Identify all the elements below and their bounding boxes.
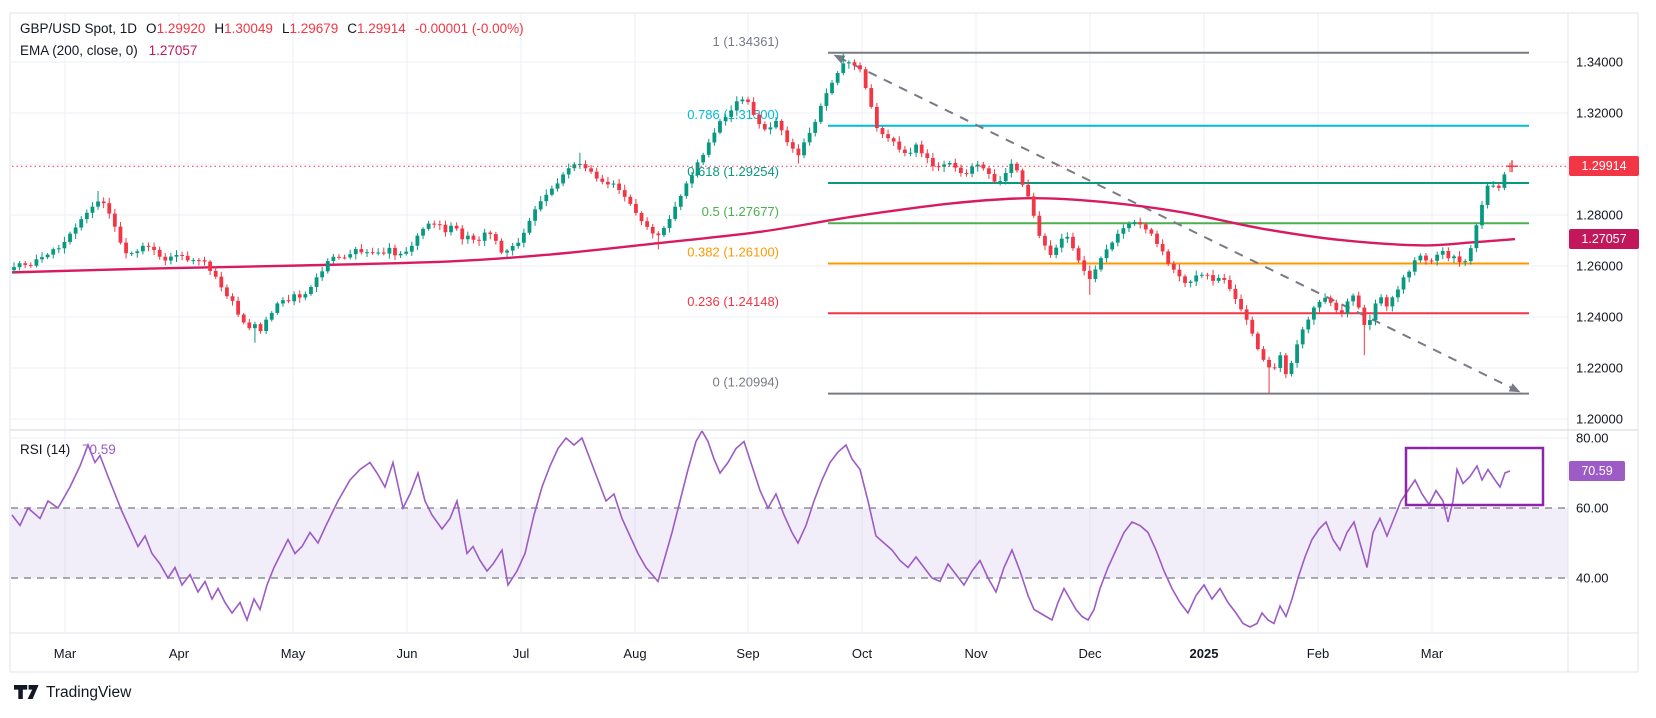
rsi-value-label: 70.59 — [1569, 460, 1625, 481]
ohlc-segment: C1.29914 — [347, 21, 406, 36]
ema-price-label: 1.27057 — [1569, 229, 1639, 250]
rsi-legend: RSI (14) 70.59 — [20, 442, 116, 457]
price-tick-1.34000: 1.34000 — [1576, 54, 1623, 70]
ema-legend-value: 1.27057 — [148, 43, 198, 58]
time-label-Mar: Mar — [53, 646, 77, 661]
symbol-legend: GBP/USD Spot, 1D O1.29920 H1.30049 L1.29679… — [20, 21, 524, 36]
ohlc-segment: H1.30049 — [214, 21, 273, 36]
trendline[interactable] — [837, 56, 1517, 391]
rsi-legend-title[interactable]: RSI (14) — [20, 442, 71, 457]
rsi-tick-60.00: 60.00 — [1576, 500, 1609, 516]
ohlc-segment: O1.29920 — [146, 21, 206, 36]
time-label-Aug: Aug — [623, 646, 647, 661]
fib-label-1: 1 (1.34361) — [713, 34, 780, 49]
candlestick-series[interactable] — [12, 53, 1512, 394]
price-tick-1.20000: 1.20000 — [1576, 411, 1623, 427]
rsi-tick-40.00: 40.00 — [1576, 570, 1609, 586]
time-label-2025: 2025 — [1189, 646, 1219, 661]
grid-lines — [11, 14, 1568, 633]
price-tick-1.28000: 1.28000 — [1576, 207, 1623, 223]
rsi-line[interactable] — [11, 429, 1511, 628]
time-label-Mar: Mar — [1420, 646, 1444, 661]
time-label-Jun: Jun — [396, 646, 418, 661]
fib-label-0: 0 (1.20994) — [713, 375, 780, 390]
time-label-May: May — [280, 646, 306, 661]
fib-label-0.618: 0.618 (1.29254) — [687, 164, 779, 179]
fib-label-0.5: 0.5 (1.27677) — [702, 204, 779, 219]
rsi-tick-80.00: 80.00 — [1576, 430, 1609, 446]
price-tick-1.26000: 1.26000 — [1576, 258, 1623, 274]
time-label-Jul: Jul — [512, 646, 530, 661]
tradingview-watermark[interactable]: TradingView — [14, 684, 131, 702]
price-tick-1.22000: 1.22000 — [1576, 360, 1623, 376]
trendline-arrowhead — [1508, 383, 1521, 393]
time-label-Dec: Dec — [1078, 646, 1102, 661]
ema-legend-title[interactable]: EMA (200, close, 0) — [20, 43, 138, 58]
last-price-label: 1.29914 — [1569, 156, 1639, 177]
rsi-legend-value: 70.59 — [82, 442, 116, 457]
ema-legend: EMA (200, close, 0) 1.27057 — [20, 43, 197, 58]
fib-label-0.236: 0.236 (1.24148) — [687, 294, 779, 309]
fib-label-0.382: 0.382 (1.26100) — [687, 244, 779, 259]
rsi-band — [11, 508, 1568, 578]
watermark-text: TradingView — [46, 684, 132, 701]
ohlc-segment: L1.29679 — [281, 21, 339, 36]
time-label-Sep: Sep — [736, 646, 760, 661]
rsi-highlight-box[interactable] — [1404, 446, 1545, 507]
chart-container-border — [9, 12, 1639, 673]
time-label-Feb: Feb — [1306, 646, 1330, 661]
trendline-arrowhead — [833, 54, 846, 64]
time-label-Oct: Oct — [851, 646, 873, 661]
tradingview-logo-icon — [14, 684, 39, 699]
fib-label-0.786: 0.786 (1.31500) — [687, 107, 779, 122]
symbol-title[interactable]: GBP/USD Spot, 1D — [20, 21, 138, 36]
change-value: -0.00001 (-0.00%) — [414, 21, 524, 36]
time-label-Apr: Apr — [168, 646, 190, 661]
time-label-Nov: Nov — [964, 646, 988, 661]
price-tick-1.32000: 1.32000 — [1576, 105, 1623, 121]
price-tick-1.24000: 1.24000 — [1576, 309, 1623, 325]
ohlc-values: O1.29920 H1.30049 L1.29679 C1.29914 — [137, 21, 406, 36]
